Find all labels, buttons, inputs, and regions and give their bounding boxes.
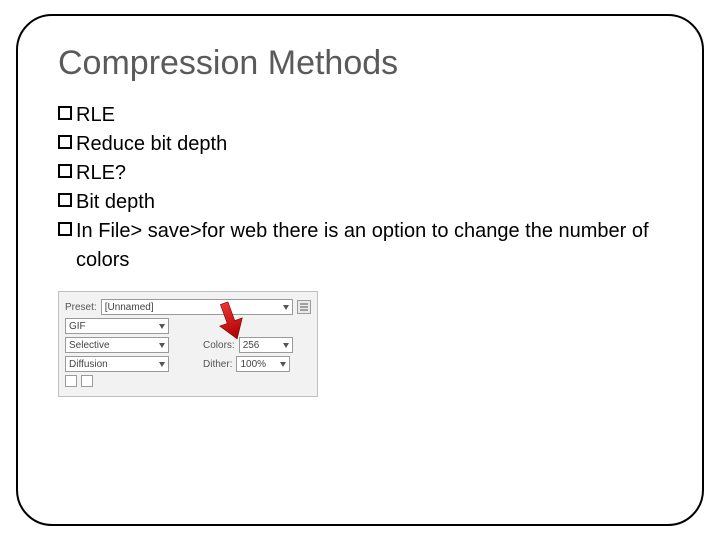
slide-frame: Compression Methods RLE Reduce bit depth… [16, 14, 704, 526]
colors-combo[interactable]: 256 [239, 337, 293, 353]
checkbox-icon [58, 222, 72, 236]
dither-type-value: Diffusion [69, 359, 108, 370]
format-combo[interactable]: GIF [65, 318, 169, 334]
checkbox-icon [58, 193, 72, 207]
preset-combo[interactable]: [Unnamed] [101, 299, 293, 315]
palette-value: Selective [69, 340, 110, 351]
dither-pct-value: 100% [240, 359, 266, 370]
list-item: RLE [58, 101, 662, 130]
dither-pct-combo[interactable]: 100% [236, 356, 290, 372]
bullet-text: Reduce bit depth [76, 130, 227, 159]
preset-value: [Unnamed] [105, 302, 154, 313]
page-title: Compression Methods [58, 44, 662, 83]
list-item: In File> save>for web there is an option… [58, 217, 662, 275]
save-for-web-panel: Preset: [Unnamed] GIF Selective Colors: [58, 291, 318, 397]
checkbox-icon [58, 106, 72, 120]
preset-row: Preset: [Unnamed] [65, 299, 311, 315]
dither-row: Diffusion Dither: 100% [65, 356, 311, 372]
bullet-text: In File> save>for web there is an option… [76, 217, 662, 275]
list-item: RLE? [58, 159, 662, 188]
dither-label: Dither: [203, 359, 232, 370]
bullet-text: Bit depth [76, 188, 155, 217]
colors-value: 256 [243, 340, 260, 351]
format-value: GIF [69, 321, 86, 332]
menu-icon[interactable] [297, 300, 311, 314]
bullet-list: RLE Reduce bit depth RLE? Bit depth In F… [58, 101, 662, 275]
format-row: GIF [65, 318, 311, 334]
chevron-down-icon [280, 362, 286, 367]
checkbox-icon[interactable] [65, 375, 77, 387]
chevron-down-icon [159, 362, 165, 367]
bullet-text: RLE? [76, 159, 126, 188]
chevron-down-icon [283, 343, 289, 348]
chevron-down-icon [159, 343, 165, 348]
extra-row [65, 375, 311, 387]
chevron-down-icon [159, 324, 165, 329]
list-item: Reduce bit depth [58, 130, 662, 159]
palette-combo[interactable]: Selective [65, 337, 169, 353]
preset-label: Preset: [65, 302, 97, 313]
list-item: Bit depth [58, 188, 662, 217]
chevron-down-icon [283, 305, 289, 310]
checkbox-icon[interactable] [81, 375, 93, 387]
palette-row: Selective Colors: 256 [65, 337, 311, 353]
checkbox-icon [58, 135, 72, 149]
dither-type-combo[interactable]: Diffusion [65, 356, 169, 372]
bullet-text: RLE [76, 101, 115, 130]
checkbox-icon [58, 164, 72, 178]
colors-label: Colors: [203, 340, 235, 351]
